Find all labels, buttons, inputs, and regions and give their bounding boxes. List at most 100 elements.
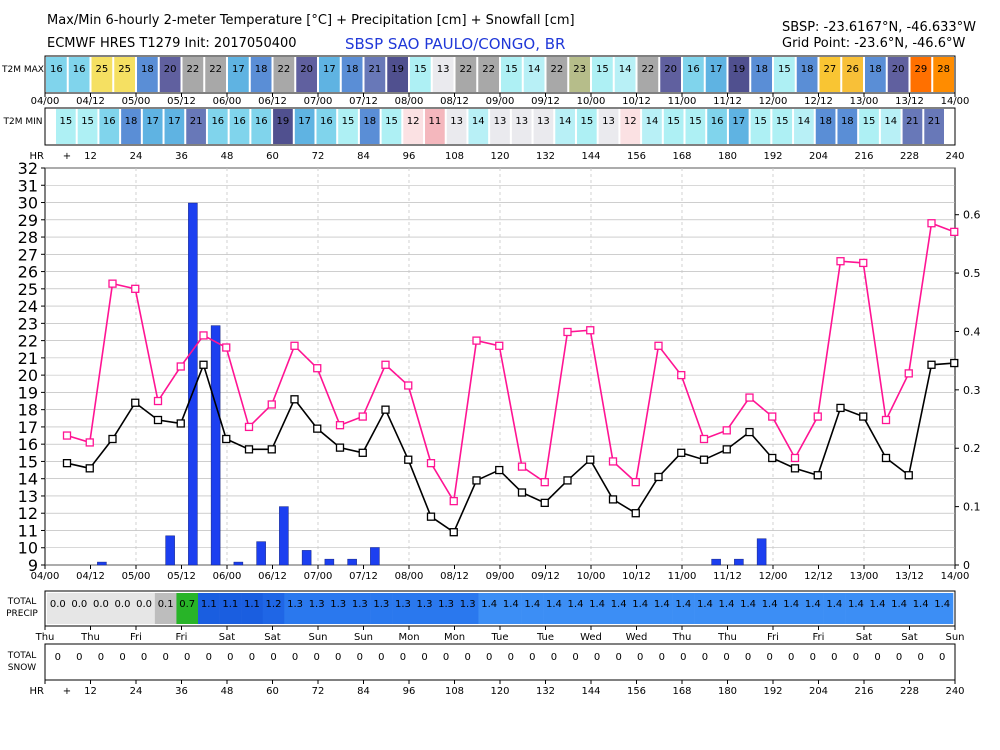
- t2m-min-value: 18: [819, 116, 832, 127]
- datetime-label: 08/12: [440, 96, 469, 107]
- t2m-min-cell: [425, 109, 445, 144]
- total-snow-value: 0: [615, 652, 621, 663]
- total-precip-value: 1.4: [848, 599, 864, 610]
- t2m-max-value: 28: [937, 64, 950, 75]
- hr-tick-label-top: 120: [490, 151, 509, 162]
- total-precip-cell: [758, 593, 781, 624]
- x-tick-label: 05/00: [122, 571, 151, 582]
- total-snow-value: 0: [119, 652, 125, 663]
- t2m-max-cell: [478, 57, 499, 92]
- datetime-label: 05/12: [167, 96, 196, 107]
- total-precip-cell: [392, 593, 415, 624]
- weekday-label: Fri: [767, 632, 779, 643]
- min-temp-point: [381, 405, 390, 414]
- min-temp-point: [586, 455, 595, 464]
- t2m-max-value: 17: [232, 64, 245, 75]
- total-precip-value: 1.4: [870, 599, 886, 610]
- t2m-min-value: 14: [472, 116, 485, 127]
- max-temp-point: [517, 462, 527, 471]
- t2m-max-value: 22: [551, 64, 564, 75]
- min-temp-point: [517, 488, 527, 497]
- t2m-max-value: 17: [323, 64, 336, 75]
- hr-tick-label-bottom: 108: [445, 686, 464, 697]
- hr-tick-label-top: 180: [718, 151, 737, 162]
- t2m-max-cell: [728, 57, 750, 92]
- t2m-max-cell: [228, 57, 249, 92]
- datetime-label: 09/00: [486, 96, 515, 107]
- t2m-min-cell: [576, 109, 597, 144]
- total-precip-cell: [500, 593, 522, 624]
- total-precip-value: 1.4: [762, 599, 778, 610]
- t2m-max-value: 16: [73, 64, 86, 75]
- total-precip-value: 1.4: [503, 599, 519, 610]
- min-temp-point: [267, 445, 276, 454]
- t2m-max-cell: [455, 57, 477, 92]
- t2m-min-value: 18: [363, 116, 376, 127]
- t2m-max-value: 18: [755, 64, 768, 75]
- datetime-label: 11/12: [713, 96, 742, 107]
- y-left-tick-label: 16: [18, 435, 38, 454]
- t2m-max-value: 27: [824, 64, 837, 75]
- y-right-tick-label: 0.5: [963, 267, 981, 280]
- t2m-min-cell: [750, 109, 771, 144]
- min-temp-point: [950, 358, 959, 368]
- min-temp-point: [768, 453, 777, 463]
- t2m-max-cell: [273, 57, 295, 92]
- max-temp-line: [66, 222, 955, 504]
- total-snow-value: 0: [76, 652, 82, 663]
- max-temp-point: [335, 421, 345, 430]
- total-snow-value: 0: [896, 652, 902, 663]
- total-precip-cell: [456, 593, 479, 624]
- total-snow-value: 0: [659, 652, 665, 663]
- datetime-label: 10/12: [622, 96, 651, 107]
- x-tick-label: 10/00: [577, 571, 606, 582]
- t2m-min-cell: [728, 109, 749, 144]
- total-snow-value: 0: [810, 652, 816, 663]
- total-precip-value: 0.7: [179, 599, 195, 610]
- t2m-min-value: 15: [385, 116, 398, 127]
- hr-tick-label-top: 132: [536, 151, 555, 162]
- hr-tick-label-bottom: 48: [221, 686, 234, 697]
- y-left-tick-label: 17: [18, 418, 38, 437]
- hr-tick-label-bottom: 24: [130, 686, 143, 697]
- t2m-min-value: 12: [407, 116, 420, 127]
- hr-tick-label-top: 144: [581, 151, 600, 162]
- min-temp-point: [813, 471, 822, 480]
- total-snow-label-2: SNOW: [8, 663, 37, 673]
- t2m-min-value: 16: [233, 116, 246, 127]
- y-left-tick-label: 18: [18, 401, 38, 420]
- t2m-min-cell: [837, 109, 858, 144]
- hr-tick-label-bottom: 36: [175, 686, 188, 697]
- t2m-min-value: 11: [429, 116, 442, 127]
- max-temp-point: [358, 412, 367, 421]
- total-snow-value: 0: [184, 652, 190, 663]
- t2m-max-cell: [319, 57, 340, 92]
- total-snow-value: 0: [637, 652, 643, 663]
- t2m-max-value: 15: [778, 64, 791, 75]
- t2m-min-value: 15: [667, 116, 680, 127]
- y-right-tick-label: 0: [963, 559, 970, 572]
- datetime-label: 09/12: [531, 96, 560, 107]
- t2m-min-cell: [251, 109, 272, 144]
- x-tick-label: 11/00: [668, 571, 697, 582]
- t2m-min-value: 17: [146, 116, 159, 127]
- datetime-label: 06/12: [258, 96, 287, 107]
- t2m-min-row-label: T2M MIN: [2, 117, 42, 127]
- t2m-min-cell: [794, 109, 814, 144]
- total-precip-cell: [672, 593, 695, 624]
- hr-label-bottom: HR: [30, 686, 45, 697]
- t2m-max-row-frame: [44, 55, 956, 94]
- min-temp-point: [540, 498, 549, 508]
- min-temp-point: [654, 472, 663, 482]
- t2m-min-value: 18: [125, 116, 138, 127]
- total-precip-value: 1.3: [373, 599, 389, 610]
- total-precip-value: 1.4: [589, 599, 605, 610]
- max-temp-point: [131, 284, 140, 293]
- t2m-min-value: 19: [277, 116, 290, 127]
- t2m-min-value: 13: [515, 116, 528, 127]
- t2m-min-cell: [142, 109, 163, 144]
- min-temp-point: [495, 465, 504, 475]
- y-left-tick-label: 19: [18, 383, 38, 402]
- total-precip-value: 1.4: [891, 599, 907, 610]
- precip-bar: [756, 538, 767, 566]
